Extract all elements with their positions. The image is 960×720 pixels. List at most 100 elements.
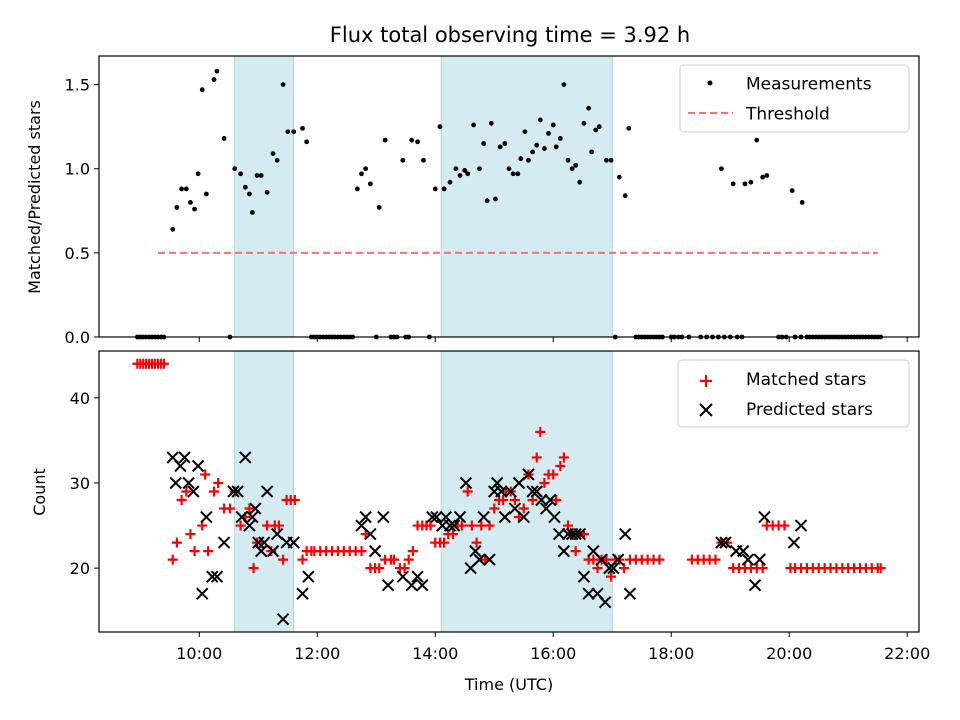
legend-matched-label: Matched stars: [746, 370, 866, 390]
legend-predicted-label: Predicted stars: [746, 400, 873, 420]
matched-stars-point: [654, 554, 665, 565]
matched-stars-point: [213, 477, 224, 488]
matched-stars-point: [875, 563, 886, 574]
measurements-point: [285, 129, 291, 135]
predicted-stars-point: [239, 451, 252, 464]
measurements-point: [270, 151, 276, 156]
measurements-point: [471, 122, 477, 128]
measurements-point: [799, 199, 805, 205]
predicted-stars-point: [426, 510, 439, 524]
legend-matched-marker: [700, 375, 712, 387]
top-axes-frame: [98, 55, 920, 338]
predicted-stars-point: [200, 510, 213, 524]
matched-stars-point: [425, 520, 436, 531]
predicted-stars-point: [210, 570, 224, 583]
predicted-stars-point: [276, 613, 290, 626]
measurements-point: [195, 171, 201, 177]
measurements-point: [497, 144, 503, 150]
predicted-stars-point: [544, 493, 557, 507]
measurements-point: [465, 171, 471, 177]
legend-measurements-label: Measurements: [746, 75, 872, 95]
chart-title: Flux total observing time = 3.92 h: [330, 23, 690, 47]
top-shaded-interval: [440, 55, 613, 338]
predicted-stars-point: [569, 527, 582, 541]
predicted-stars-point: [182, 476, 195, 490]
bottom-y-tick-label: 20: [70, 559, 90, 578]
measurements-point: [626, 125, 632, 131]
measurements-point: [506, 166, 512, 172]
legend-predicted-marker: [699, 403, 713, 417]
measurements-point: [603, 157, 609, 163]
measurements-point: [247, 191, 252, 197]
measurements-point: [415, 139, 420, 145]
legend-threshold-label: Threshold: [745, 105, 830, 125]
bottom-x-tick-label: 20:00: [766, 644, 812, 663]
matched-stars-point: [203, 546, 214, 557]
predicted-stars-point: [619, 527, 632, 541]
matched-stars-point: [356, 546, 367, 557]
matched-stars-point: [722, 537, 733, 548]
measurements-point: [522, 129, 528, 135]
measurements-point: [484, 198, 490, 204]
predicted-stars-point: [577, 570, 591, 583]
matched-stars-point: [244, 503, 255, 514]
predicted-stars-point: [296, 587, 309, 600]
matched-stars-point: [466, 520, 477, 531]
matched-stars-point: [447, 529, 458, 540]
predicted-stars-point: [753, 553, 766, 566]
top-y-tick-label: 0.5: [65, 244, 90, 263]
measurements-point: [754, 137, 760, 143]
matched-stars-point: [167, 554, 178, 565]
measurements-point: [211, 77, 217, 82]
predicted-stars-point: [573, 527, 586, 541]
matched-stars-point: [189, 546, 200, 557]
predicted-stars-point: [174, 459, 187, 473]
measurements-point: [183, 186, 189, 192]
measurements-point: [510, 171, 516, 177]
matched-stars-point: [388, 554, 399, 565]
top-legend-box: [679, 64, 910, 133]
measurements-point: [409, 137, 415, 143]
measurements-point: [616, 174, 622, 180]
measurements-point: [367, 181, 373, 187]
bottom-x-tick-label: 16:00: [530, 644, 576, 663]
measurements-point: [589, 149, 594, 155]
predicted-stars-point: [748, 578, 762, 592]
measurements-point: [537, 117, 543, 123]
measurements-point: [453, 166, 459, 172]
bottom-x-tick-label: 22:00: [884, 644, 930, 663]
matched-stars-point: [498, 495, 509, 506]
matched-stars-point: [273, 520, 284, 531]
predicted-stars-point: [227, 485, 240, 498]
top-legend: Measurements Threshold: [679, 64, 910, 133]
measurements-point: [477, 166, 482, 172]
measurements-point: [742, 181, 748, 187]
measurements-point: [789, 188, 795, 194]
matched-stars-point: [757, 563, 768, 574]
legend-measurements-marker: [707, 80, 713, 86]
predicted-stars-point: [443, 519, 457, 532]
predicted-stars-point: [364, 527, 377, 541]
bottom-x-tick-label: 18:00: [648, 644, 694, 663]
matched-stars-point: [489, 503, 500, 514]
measurements-point: [764, 173, 770, 178]
predicted-stars-point: [490, 476, 504, 490]
predicted-stars-point: [266, 544, 280, 558]
measurements-point: [188, 199, 193, 205]
predicted-stars-point: [530, 485, 543, 498]
measurements-point: [596, 124, 602, 130]
predicted-stars-point: [715, 536, 728, 549]
predicted-stars-point: [483, 553, 496, 566]
measurements-point: [586, 105, 592, 111]
bottom-shaded-interval: [234, 350, 295, 633]
predicted-stars-point: [430, 510, 443, 524]
matched-stars-point: [158, 358, 169, 369]
bottom-x-tick-label: 12:00: [294, 644, 340, 663]
matched-stars-point: [456, 520, 467, 531]
top-y-tick-label: 0.0: [65, 328, 90, 347]
predicted-stars-point: [548, 510, 561, 524]
predicted-stars-point: [260, 485, 274, 498]
measurements-point: [488, 120, 494, 126]
measurements-point: [447, 179, 453, 185]
measurements-point: [300, 125, 305, 131]
